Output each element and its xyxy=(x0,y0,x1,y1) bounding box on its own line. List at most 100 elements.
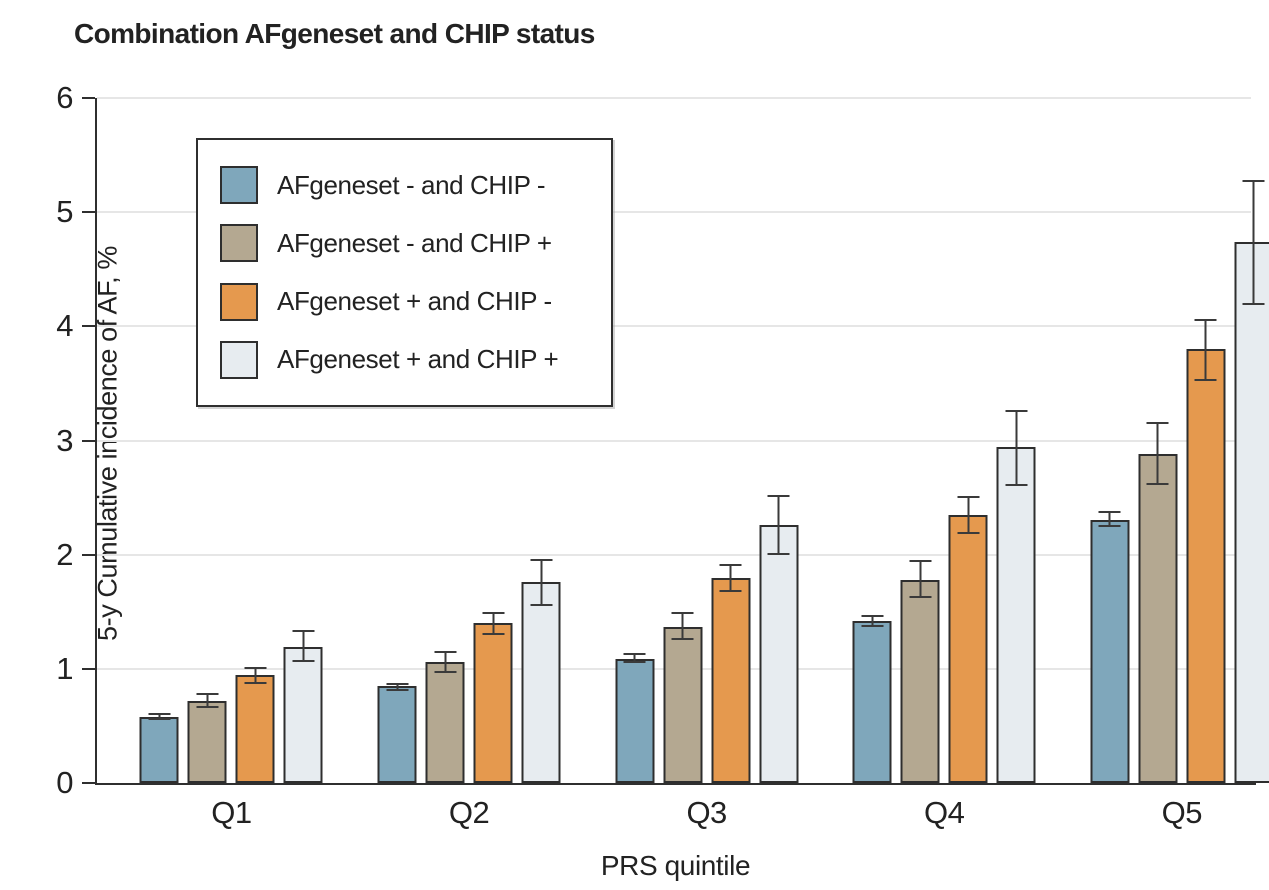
chart-title: Combination AFgeneset and CHIP status xyxy=(74,18,595,49)
error-cap-bottom xyxy=(861,624,884,627)
x-axis-title: PRS quintile xyxy=(600,850,751,881)
error-cap-bottom xyxy=(148,718,171,721)
bar-q2-series1 xyxy=(377,685,417,783)
error-cap-top xyxy=(1098,511,1121,514)
error-cap-bottom xyxy=(292,659,315,662)
legend-swatch-1 xyxy=(220,166,258,205)
bar-q3-series4 xyxy=(759,524,799,783)
y-tick-label-0: 0 xyxy=(56,765,73,800)
error-cap-top xyxy=(434,650,457,653)
legend-label-2: AFgeneset - and CHIP + xyxy=(277,227,552,258)
error-whisker xyxy=(967,496,970,535)
legend-label-4: AFgeneset + and CHIP + xyxy=(277,344,559,375)
error-bar-q2-series3 xyxy=(482,611,505,635)
legend-item-4: AFgeneset + and CHIP + xyxy=(220,340,601,379)
error-whisker xyxy=(492,611,495,635)
y-axis-tick-0 xyxy=(82,782,95,784)
error-cap-top xyxy=(196,692,219,695)
gridline-y3 xyxy=(97,439,1251,442)
error-cap-top xyxy=(1146,422,1169,425)
error-cap-bottom xyxy=(1242,302,1265,305)
legend-label-1: AFgeneset - and CHIP - xyxy=(277,169,546,200)
error-cap-top xyxy=(623,652,646,655)
error-cap-bottom xyxy=(482,632,505,635)
bar-q2-series3 xyxy=(473,623,513,783)
error-cap-bottom xyxy=(623,661,646,664)
gridline-y6 xyxy=(97,97,1251,99)
error-whisker xyxy=(396,682,399,691)
error-cap-bottom xyxy=(530,604,553,607)
error-whisker xyxy=(1015,409,1018,487)
error-cap-top xyxy=(530,559,553,562)
error-bar-q1-series1 xyxy=(148,713,171,721)
y-axis-tick-2 xyxy=(82,553,95,556)
error-bar-q5-series1 xyxy=(1098,511,1121,528)
error-cap-top xyxy=(767,495,790,498)
legend-swatch-2 xyxy=(220,224,258,263)
bar-q3-series2 xyxy=(663,626,703,783)
bar-q5-series4 xyxy=(1234,241,1269,783)
error-bar-q3-series3 xyxy=(719,563,742,593)
error-whisker xyxy=(919,560,922,599)
error-whisker xyxy=(206,692,209,708)
error-cap-bottom xyxy=(386,688,409,691)
x-tick-label-q4: Q4 xyxy=(924,795,965,830)
legend-item-1: AFgeneset - and CHIP - xyxy=(220,166,601,205)
error-cap-bottom xyxy=(244,681,267,684)
bar-q3-series3 xyxy=(711,577,751,783)
bar-q4-series2 xyxy=(900,579,940,783)
bar-group-q5 xyxy=(1090,98,1269,783)
error-bar-q3-series4 xyxy=(767,495,790,555)
x-tick-label-q5: Q5 xyxy=(1161,795,1203,830)
y-tick-label-3: 3 xyxy=(56,422,73,458)
error-cap-top xyxy=(244,666,267,669)
y-tick-label-1: 1 xyxy=(56,650,73,686)
error-bar-q1-series2 xyxy=(196,692,219,708)
error-whisker xyxy=(540,559,543,607)
error-cap-bottom xyxy=(719,590,742,593)
error-cap-top xyxy=(671,611,694,614)
error-cap-bottom xyxy=(671,638,694,641)
error-bar-q4-series2 xyxy=(909,560,932,599)
error-cap-bottom xyxy=(1146,483,1169,485)
y-axis-tick-4 xyxy=(82,325,95,328)
legend-swatch-3 xyxy=(220,282,258,321)
error-cap-bottom xyxy=(909,596,932,599)
error-whisker xyxy=(871,615,874,627)
legend-swatch-4 xyxy=(220,340,258,379)
error-cap-top xyxy=(482,611,505,614)
error-bar-q3-series2 xyxy=(671,611,694,641)
error-bar-q5-series4 xyxy=(1242,180,1265,305)
bar-q3-series1 xyxy=(615,658,655,783)
error-cap-top xyxy=(719,563,742,566)
legend-item-2: AFgeneset - and CHIP + xyxy=(220,224,601,263)
error-bar-q2-series4 xyxy=(530,559,553,607)
plot-area: AFgeneset - and CHIP - AFgeneset - and CH… xyxy=(56,80,1269,830)
legend: AFgeneset - and CHIP - AFgeneset - and CH… xyxy=(196,138,613,407)
x-tick-label-q2: Q2 xyxy=(448,795,490,830)
error-cap-top xyxy=(1242,180,1265,183)
bar-q5-series1 xyxy=(1090,520,1130,783)
gridline-y5 xyxy=(97,211,1251,214)
bar-q1-series4 xyxy=(283,647,323,783)
error-cap-top xyxy=(292,630,315,633)
y-axis-tick-6 xyxy=(82,97,95,99)
error-bar-q4-series1 xyxy=(861,615,884,627)
bar-q1-series1 xyxy=(139,716,179,783)
error-whisker xyxy=(633,652,636,664)
error-cap-bottom xyxy=(957,532,980,535)
error-whisker xyxy=(302,630,305,662)
error-whisker xyxy=(729,563,732,593)
error-cap-bottom xyxy=(196,705,219,708)
bar-group-q1 xyxy=(139,98,323,783)
bar-q1-series2 xyxy=(187,700,227,783)
error-bar-q2-series1 xyxy=(386,682,409,691)
error-bar-q5-series3 xyxy=(1194,319,1217,382)
error-cap-bottom xyxy=(1005,484,1028,487)
y-tick-label-6: 6 xyxy=(56,80,73,115)
error-whisker xyxy=(158,713,161,721)
y-axis-tick-5 xyxy=(82,211,95,214)
error-cap-top xyxy=(1005,409,1028,412)
error-bar-q3-series1 xyxy=(623,652,646,664)
